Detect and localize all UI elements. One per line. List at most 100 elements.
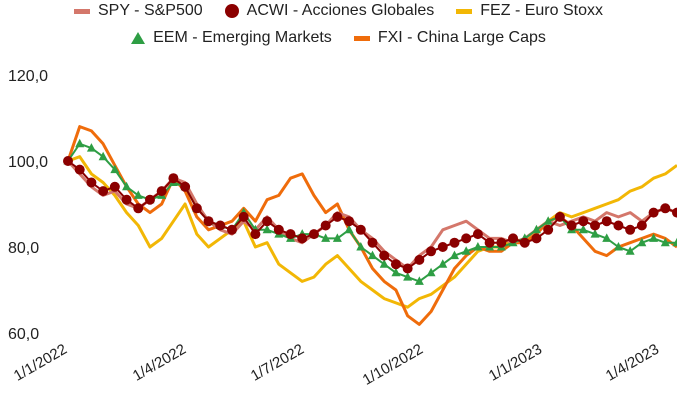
- data-point: [262, 216, 273, 227]
- data-point: [297, 233, 308, 244]
- data-point: [414, 254, 425, 265]
- series-fez: [67, 155, 677, 309]
- data-point: [144, 194, 155, 205]
- data-point: [390, 259, 401, 270]
- data-point: [566, 220, 577, 231]
- data-point: [63, 156, 73, 166]
- data-point: [86, 177, 97, 188]
- data-point: [332, 233, 342, 242]
- x-tick-label: 1/1/2022: [11, 341, 70, 385]
- data-point: [601, 216, 612, 227]
- data-point: [461, 233, 472, 244]
- data-point: [649, 233, 659, 242]
- data-point: [321, 233, 331, 242]
- data-point: [226, 224, 237, 235]
- data-point: [273, 224, 284, 235]
- data-point: [438, 259, 448, 268]
- data-point: [356, 242, 366, 251]
- data-point: [379, 259, 389, 268]
- legend-item-fez[interactable]: FEZ - Euro Stoxx: [456, 2, 603, 20]
- data-point: [133, 203, 144, 214]
- data-point: [472, 229, 483, 240]
- data-point: [203, 216, 214, 227]
- data-point: [543, 216, 553, 225]
- data-point: [578, 216, 589, 227]
- data-point: [473, 242, 483, 251]
- data-point: [250, 229, 261, 240]
- data-point: [403, 272, 413, 281]
- legend-label-acwi: ACWI - Acciones Globales: [246, 2, 435, 19]
- legend-row-2: EEM - Emerging Markets FXI - China Large…: [0, 29, 677, 47]
- data-point: [75, 138, 85, 148]
- data-point: [613, 242, 623, 251]
- data-point: [191, 203, 202, 214]
- data-point: [660, 203, 671, 214]
- series-acwi: [63, 156, 677, 274]
- data-point: [636, 220, 647, 231]
- x-tick-label: 1/1/2023: [486, 341, 545, 385]
- data-point: [578, 224, 588, 234]
- data-point: [344, 224, 354, 234]
- data-point: [461, 246, 471, 255]
- data-point: [625, 246, 635, 255]
- data-point: [508, 233, 519, 244]
- data-point: [496, 237, 507, 248]
- data-point: [402, 263, 413, 274]
- data-point: [122, 181, 132, 191]
- data-point: [437, 242, 448, 252]
- data-point: [344, 216, 355, 227]
- data-point: [86, 143, 96, 152]
- data-point: [391, 267, 401, 277]
- data-point: [133, 190, 143, 199]
- data-point: [449, 250, 459, 260]
- data-point: [109, 181, 120, 192]
- data-point: [355, 224, 366, 235]
- x-tick-label: 1/7/2022: [248, 341, 307, 385]
- data-point: [531, 224, 541, 234]
- data-point: [414, 276, 424, 285]
- y-tick-label: 100,0: [8, 154, 48, 171]
- legend-label-fxi: FXI - China Large Caps: [377, 29, 546, 46]
- legend-item-eem[interactable]: EEM - Emerging Markets: [131, 29, 332, 47]
- data-point: [285, 229, 296, 240]
- data-point: [121, 194, 132, 205]
- data-point: [543, 224, 554, 235]
- series-layer: [63, 125, 677, 326]
- data-point: [98, 186, 109, 197]
- data-point: [672, 207, 677, 218]
- data-point: [215, 220, 226, 231]
- data-point: [332, 211, 343, 222]
- y-tick-label: 80,0: [8, 240, 39, 257]
- triangle-swatch-icon: [131, 32, 146, 44]
- data-point: [180, 181, 191, 192]
- legend-item-spy[interactable]: SPY - S&P500: [74, 2, 203, 20]
- data-point: [368, 250, 377, 260]
- data-point: [308, 229, 319, 240]
- line-swatch-icon: [353, 35, 370, 41]
- line-swatch-icon: [74, 8, 90, 14]
- data-point: [367, 237, 378, 248]
- data-point: [531, 233, 542, 244]
- circle-swatch-icon: [224, 4, 239, 18]
- data-point: [98, 151, 108, 161]
- legend-item-acwi[interactable]: ACWI - Acciones Globales: [224, 2, 435, 20]
- data-point: [554, 211, 565, 222]
- data-point: [110, 164, 120, 174]
- data-point: [660, 237, 670, 247]
- data-point: [168, 173, 179, 184]
- data-point: [426, 246, 437, 257]
- legend-label-eem: EEM - Emerging Markets: [153, 29, 332, 46]
- data-point: [262, 224, 272, 234]
- legend-item-fxi[interactable]: FXI - China Large Caps: [353, 29, 546, 47]
- y-tick-label: 60,0: [8, 326, 39, 343]
- data-point: [156, 186, 167, 197]
- series-line: [67, 155, 677, 309]
- data-point: [672, 237, 677, 247]
- data-point: [637, 237, 647, 247]
- data-point: [379, 250, 390, 261]
- x-tick-label: 1/10/2022: [360, 341, 426, 389]
- line-swatch-icon: [456, 8, 473, 14]
- data-point: [590, 229, 600, 238]
- legend-row-1: SPY - S&P500 ACWI - Acciones Globales FE…: [0, 2, 677, 20]
